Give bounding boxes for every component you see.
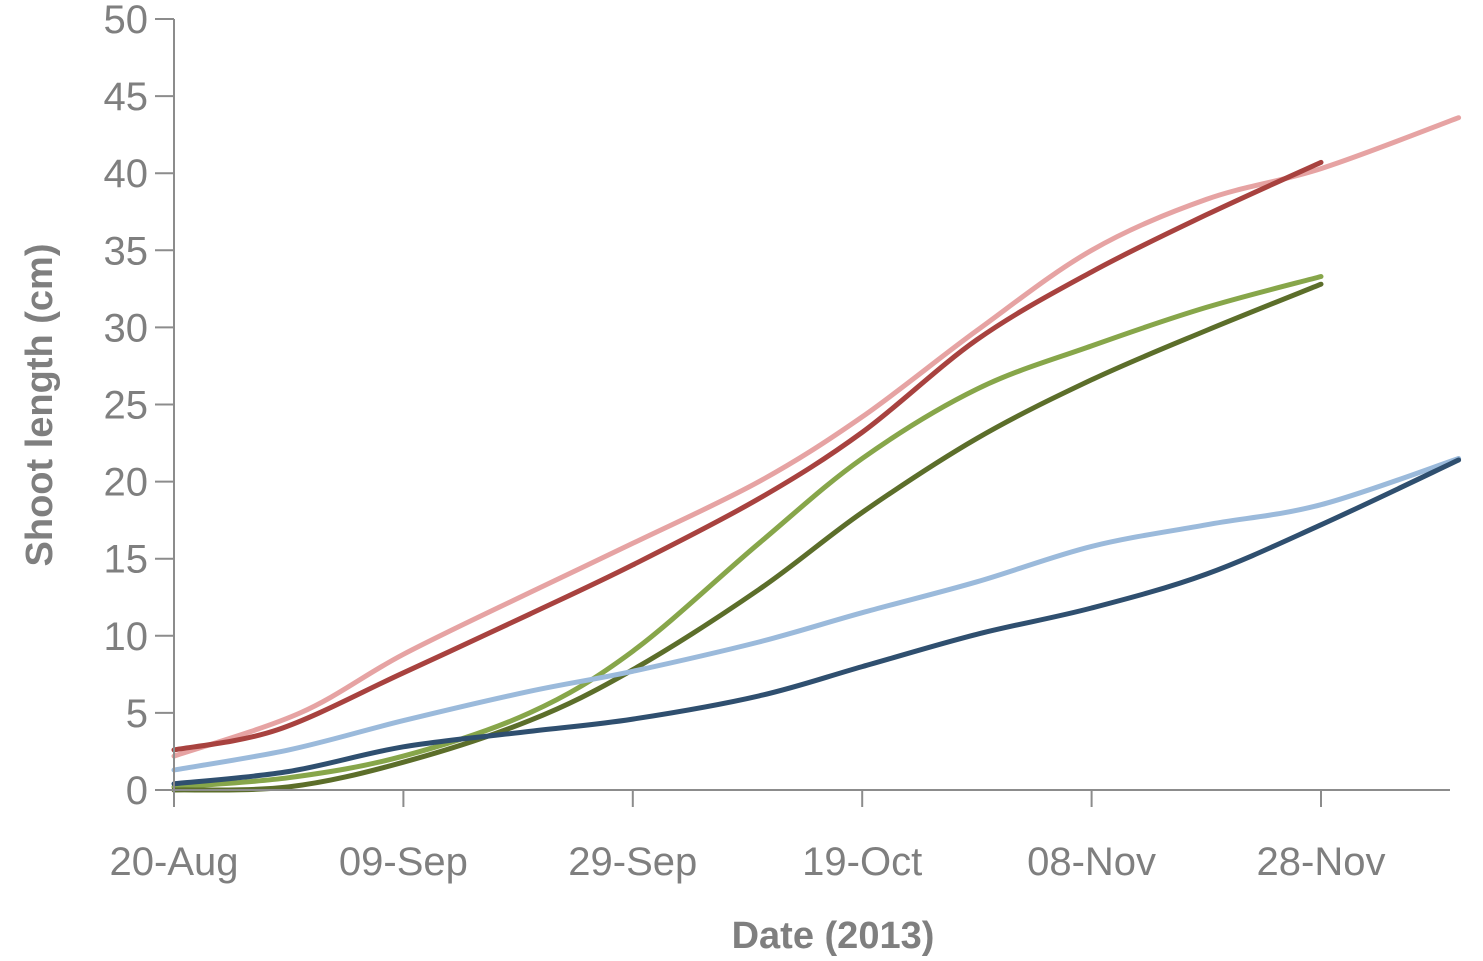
series-line-4 [171, 281, 1324, 793]
y-tick-label: 35 [104, 229, 149, 273]
axes-layer [155, 18, 1450, 807]
x-tick-label: 09-Sep [339, 840, 468, 884]
y-axis-title: Shoot length (cm) [19, 244, 61, 567]
x-axis-title: Date (2013) [732, 915, 935, 957]
y-tick-label: 40 [104, 152, 149, 196]
y-tick-label: 20 [104, 461, 149, 505]
series-line-3 [171, 274, 1324, 790]
x-tick-label: 20-Aug [110, 840, 239, 884]
y-tick-label: 50 [104, 0, 149, 42]
series-line-6 [171, 457, 1462, 787]
y-tick-label: 45 [104, 75, 149, 119]
y-tick-label: 15 [104, 538, 149, 582]
series-layer [171, 115, 1462, 793]
x-tick-label: 19-Oct [802, 840, 922, 884]
y-tick-label: 10 [104, 615, 149, 659]
series-line-2 [171, 159, 1324, 753]
labels-layer: 0 5 10 15 20 25 30 35 40 45 50 20-Aug 09-Sep 29-Sep 19… [104, 0, 1386, 884]
x-tick-label: 08-Nov [1027, 840, 1156, 884]
y-tick-label: 30 [104, 306, 149, 350]
series-line-1 [171, 115, 1462, 759]
y-tick-label: 0 [126, 769, 148, 813]
series-line-5 [171, 456, 1462, 773]
y-tick-label: 25 [104, 384, 149, 428]
y-tick-label: 5 [126, 692, 148, 736]
x-tick-label: 29-Sep [568, 840, 697, 884]
x-tick-label: 28-Nov [1257, 840, 1386, 884]
